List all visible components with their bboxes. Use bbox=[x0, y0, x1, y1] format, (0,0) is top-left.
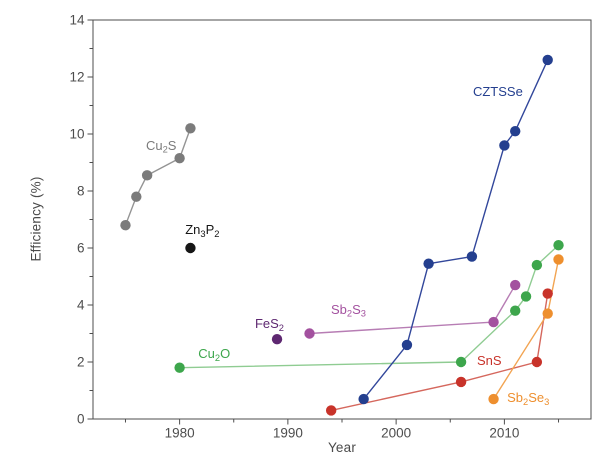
data-point-Cu2O bbox=[455, 356, 467, 368]
x-tick-label: 2010 bbox=[489, 426, 519, 441]
data-point-Cu2O bbox=[531, 259, 543, 271]
series-label-Zn3P2: Zn3P2 bbox=[185, 222, 219, 239]
x-axis-title: Year bbox=[327, 440, 357, 455]
data-point-CZTSSe bbox=[423, 258, 434, 269]
y-tick-label: 6 bbox=[77, 241, 85, 256]
series-label-SnS: SnS bbox=[477, 353, 502, 368]
y-tick-label: 12 bbox=[69, 70, 84, 85]
data-point-CZTSSe bbox=[358, 393, 369, 405]
data-point-Cu2S bbox=[120, 220, 131, 231]
series-label-Cu2S: Cu2S bbox=[146, 138, 177, 155]
data-point-Cu2S bbox=[185, 123, 196, 134]
data-point-Cu2S bbox=[141, 170, 153, 181]
x-tick-label: 2000 bbox=[381, 426, 411, 441]
data-point-CZTSSe bbox=[499, 140, 510, 151]
y-tick-label: 8 bbox=[77, 184, 85, 199]
y-tick-label: 4 bbox=[77, 298, 85, 313]
series-label-CZTSSe: CZTSSe bbox=[473, 84, 523, 99]
data-point-Cu2O bbox=[510, 305, 521, 316]
series-label-Cu2O: Cu2O bbox=[198, 346, 230, 363]
data-point-Cu2O bbox=[174, 362, 185, 373]
series-label-FeS2: FeS2 bbox=[255, 316, 284, 333]
series-label-Sb2Se3: Sb2Se3 bbox=[507, 390, 549, 407]
data-point-Sb2Se3 bbox=[488, 393, 499, 405]
data-point-Sb2Se3 bbox=[542, 308, 553, 319]
data-point-Sb2S3 bbox=[304, 328, 315, 339]
series-line-SnS bbox=[331, 293, 549, 412]
data-point-SnS bbox=[325, 405, 337, 416]
data-point-FeS2 bbox=[271, 334, 283, 345]
data-point-SnS bbox=[455, 376, 467, 388]
data-point-CZTSSe bbox=[542, 54, 553, 66]
data-point-Sb2Se3 bbox=[553, 254, 564, 265]
data-point-Cu2O bbox=[520, 291, 532, 302]
data-point-SnS bbox=[542, 288, 553, 299]
data-point-Zn3P2 bbox=[185, 242, 196, 254]
y-tick-label: 2 bbox=[77, 355, 85, 370]
data-point-CZTSSe bbox=[466, 251, 478, 262]
x-tick-label: 1990 bbox=[273, 426, 303, 441]
y-axis-title: Efficiency (%) bbox=[28, 176, 44, 262]
y-tick-label: 10 bbox=[69, 127, 84, 142]
data-point-Cu2O bbox=[553, 239, 564, 251]
data-point-CZTSSe bbox=[401, 339, 413, 351]
data-point-CZTSSe bbox=[510, 125, 521, 137]
x-tick-label: 1980 bbox=[165, 426, 195, 441]
data-point-Sb2S3 bbox=[510, 279, 521, 291]
y-tick-label: 0 bbox=[77, 412, 85, 427]
data-point-Sb2S3 bbox=[488, 316, 499, 328]
data-point-Cu2S bbox=[174, 153, 185, 164]
y-tick-label: 14 bbox=[69, 13, 85, 28]
data-point-SnS bbox=[531, 356, 543, 368]
series-label-Sb2S3: Sb2S3 bbox=[331, 302, 366, 319]
data-point-Cu2S bbox=[131, 191, 142, 202]
